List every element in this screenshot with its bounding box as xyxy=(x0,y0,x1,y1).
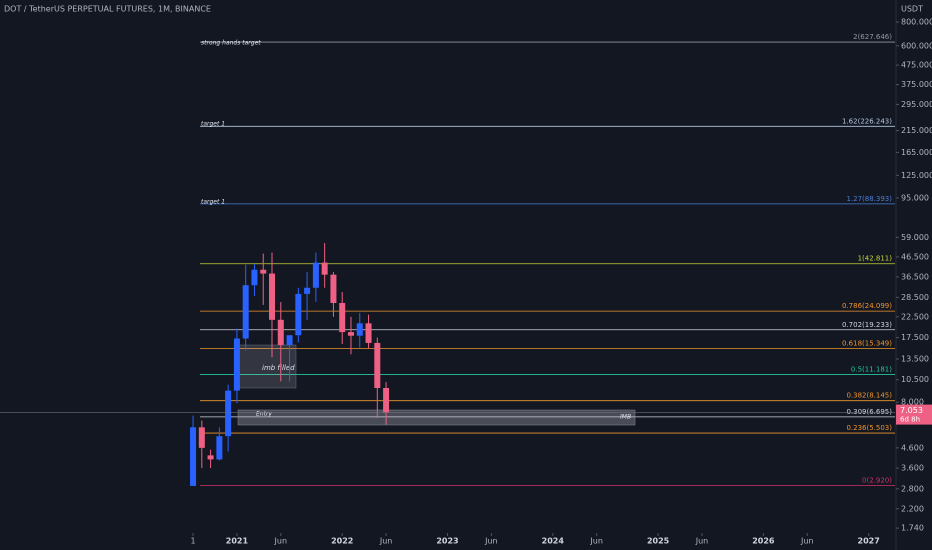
candle-body xyxy=(233,338,240,391)
y-tick-label: 125.000 xyxy=(901,171,932,180)
last-price-box xyxy=(896,404,932,425)
y-tick-label: 2.200 xyxy=(901,504,924,513)
countdown-label: 6d 8h xyxy=(900,416,920,424)
y-tick-label: 36.500 xyxy=(901,272,929,281)
candle-body xyxy=(383,388,390,413)
candle-body xyxy=(225,390,232,437)
y-tick-label: 95.000 xyxy=(901,193,929,202)
last-price-label: 7.053 xyxy=(900,406,923,415)
level-label: 1.62(226.243) xyxy=(842,117,892,125)
candle-body xyxy=(347,332,354,336)
candle-body xyxy=(321,262,328,275)
y-tick-label: 295.000 xyxy=(901,100,932,109)
candle-body xyxy=(312,262,319,288)
y-tick-label: 600.000 xyxy=(901,41,932,50)
x-tick-label: 1 xyxy=(190,537,195,546)
x-tick-label: 2022 xyxy=(331,537,353,546)
y-tick-label: 2.800 xyxy=(901,484,924,493)
candle-body xyxy=(242,285,249,339)
candle-body xyxy=(365,323,372,343)
x-tick-label: 2023 xyxy=(436,537,458,546)
candle-body xyxy=(374,342,381,389)
candle-body xyxy=(277,319,284,345)
y-tick-label: 28.500 xyxy=(901,293,929,302)
annotation: IMB xyxy=(620,414,631,421)
level-label: 0.309(6.695) xyxy=(846,408,892,416)
annotation: strong hands target xyxy=(201,40,261,47)
level-label: 0.382(8.145) xyxy=(846,392,892,400)
level-label: 0.5(11.181) xyxy=(851,366,892,374)
y-tick-label: 17.500 xyxy=(901,333,929,342)
annotation: target 1 xyxy=(201,121,225,128)
entry-box xyxy=(237,409,636,426)
imb-filled-box xyxy=(235,344,297,389)
y-tick-label: 46.500 xyxy=(901,252,929,261)
y-tick-label: 22.500 xyxy=(901,312,929,321)
annotation: Entry xyxy=(256,411,272,418)
x-tick-label: 2027 xyxy=(858,537,880,546)
x-tick-label: Jun xyxy=(274,537,288,546)
candle-body xyxy=(269,273,276,320)
y-tick-label: 1.740 xyxy=(901,524,924,533)
y-tick-label: 165.000 xyxy=(901,148,932,157)
candle-body xyxy=(216,436,223,460)
x-tick-label: 2025 xyxy=(647,537,670,546)
level-label: 0.236(5.503) xyxy=(846,424,892,432)
candle-body xyxy=(251,269,258,286)
y-tick-label: 215.000 xyxy=(901,126,932,135)
candle-body xyxy=(198,427,205,448)
level-label: 0.702(19.233) xyxy=(842,321,892,329)
y-tick-label: 10.500 xyxy=(901,375,929,384)
annotation: target 1 xyxy=(201,199,225,206)
candle-body xyxy=(304,287,311,294)
x-tick-label: Jun xyxy=(589,537,603,546)
y-tick-label: 475.000 xyxy=(901,61,932,70)
level-label: 0.618(15.349) xyxy=(842,339,892,347)
x-tick-label: 2026 xyxy=(752,537,775,546)
candle-body xyxy=(260,269,267,274)
axes: 800.000 600.000 475.000 375.000 295.000 215.0… xyxy=(0,18,932,546)
y-axis-label: USDT xyxy=(901,5,923,14)
candle-body xyxy=(286,335,293,345)
y-tick-label: 59.000 xyxy=(901,233,929,242)
candle-body xyxy=(339,303,346,333)
chart-title: DOT / TetherUS PERPETUAL FUTURES, 1M, BI… xyxy=(4,5,211,14)
y-tick-label: 3.600 xyxy=(901,464,924,473)
annotation: imb filled xyxy=(262,364,295,372)
candle-body xyxy=(330,274,337,304)
candle-body xyxy=(190,427,197,486)
x-tick-label: Jun xyxy=(800,537,814,546)
level-label: 0(2.920) xyxy=(862,476,892,484)
y-tick-label: 13.500 xyxy=(901,354,929,363)
x-tick-label: Jun xyxy=(695,537,709,546)
candle-body xyxy=(356,323,363,336)
candles xyxy=(190,243,390,486)
y-tick-label: 4.600 xyxy=(901,443,924,452)
y-tick-label: 800.000 xyxy=(901,18,932,27)
level-label: 1(42.811) xyxy=(858,255,893,263)
y-tick-label: 375.000 xyxy=(901,80,932,89)
level-label: 2(627.646) xyxy=(853,33,892,41)
level-label: 0.786(24.099) xyxy=(842,302,892,310)
level-label: 1.27(88.393) xyxy=(846,195,892,203)
candle-body xyxy=(295,293,302,336)
y-tick-label: 8.000 xyxy=(901,398,924,407)
candle-body xyxy=(207,455,214,460)
x-tick-label: 2021 xyxy=(226,537,249,546)
x-tick-label: Jun xyxy=(484,537,498,546)
x-tick-label: 2024 xyxy=(542,537,565,546)
x-tick-label: Jun xyxy=(379,537,393,546)
